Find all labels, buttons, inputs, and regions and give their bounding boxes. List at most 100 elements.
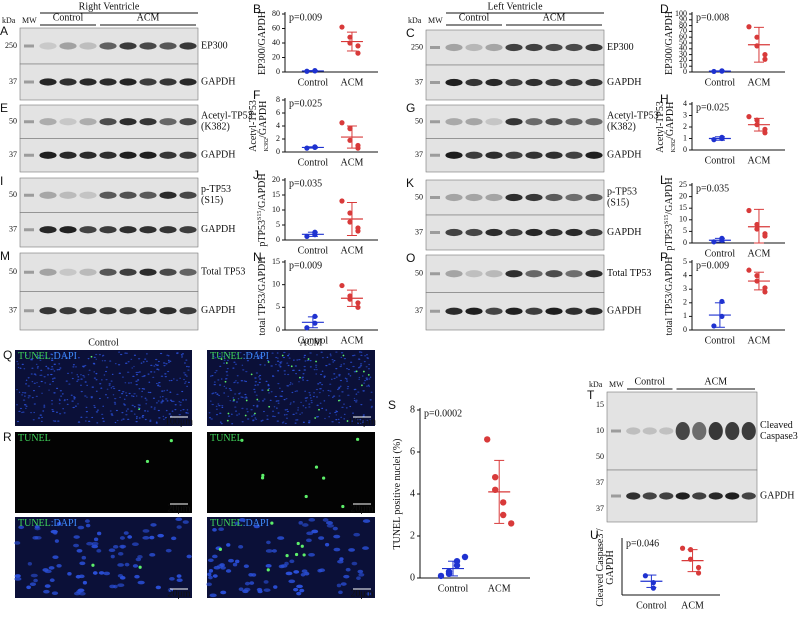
- nucleus: [98, 571, 105, 575]
- kda-label: kDa: [589, 380, 603, 389]
- nucleus: [141, 416, 144, 418]
- nucleus: [58, 369, 61, 371]
- y-tick-label: 10: [679, 61, 687, 70]
- blot-band: [119, 42, 137, 50]
- nucleus: [283, 373, 287, 375]
- nucleus: [280, 564, 288, 568]
- nucleus: [158, 417, 161, 419]
- nucleus: [210, 418, 213, 420]
- tunel-spot: [367, 373, 370, 376]
- nucleus: [66, 357, 69, 359]
- tunel-spot: [224, 380, 227, 383]
- nucleus: [274, 395, 278, 398]
- nucleus: [34, 353, 37, 356]
- blot-band: [159, 118, 177, 126]
- nucleus: [80, 378, 83, 380]
- blot-band: [139, 307, 157, 315]
- nucleus: [93, 537, 99, 542]
- nucleus: [349, 375, 352, 377]
- group-label: Control: [634, 376, 665, 387]
- nucleus: [123, 403, 125, 405]
- nucleus: [323, 376, 326, 378]
- nucleus: [51, 403, 53, 405]
- nucleus: [245, 396, 248, 398]
- nucleus: [353, 532, 361, 537]
- category-label: ACM: [748, 77, 771, 88]
- blot-band: [159, 226, 177, 234]
- nucleus: [240, 396, 243, 398]
- nucleus: [16, 420, 20, 423]
- tunel-spot: [314, 465, 319, 469]
- blot-band: [725, 492, 740, 500]
- nucleus: [246, 360, 250, 362]
- nucleus: [346, 388, 349, 390]
- nucleus: [80, 384, 82, 386]
- tunel-spot: [225, 362, 228, 364]
- nucleus: [338, 375, 341, 377]
- nucleus: [52, 555, 59, 559]
- band-label: EP300: [201, 40, 228, 51]
- nucleus: [235, 414, 239, 416]
- nucleus: [153, 365, 156, 367]
- nucleus: [358, 378, 360, 381]
- nucleus: [267, 392, 271, 394]
- nucleus: [84, 519, 90, 523]
- nucleus: [169, 577, 175, 581]
- data-point: [500, 511, 507, 519]
- blot-band: [525, 228, 543, 237]
- data-point: [642, 573, 649, 579]
- nucleus: [298, 359, 301, 361]
- nucleus: [47, 368, 50, 370]
- nucleus: [93, 406, 97, 409]
- nucleus: [21, 392, 24, 394]
- nucleus: [316, 369, 318, 371]
- blot-band: [525, 78, 543, 87]
- nucleus: [357, 569, 364, 574]
- y-tick-label: 15: [272, 190, 280, 199]
- nucleus: [212, 528, 217, 532]
- nucleus: [121, 411, 124, 414]
- nucleus: [133, 393, 136, 395]
- nucleus: [315, 373, 318, 375]
- tunel-spot: [342, 354, 345, 357]
- nucleus: [355, 393, 358, 395]
- tunel-spot: [267, 389, 270, 392]
- mw-band: [24, 120, 34, 124]
- blot-band: [465, 151, 483, 159]
- y-axis-title: total TP53/GAPDH: [664, 257, 675, 336]
- nucleus: [326, 523, 334, 528]
- nucleus: [287, 354, 289, 357]
- data-point: [355, 145, 361, 151]
- data-point: [746, 24, 752, 30]
- nucleus: [337, 387, 341, 390]
- nucleus: [345, 407, 348, 409]
- nucleus: [146, 360, 148, 362]
- nucleus: [155, 363, 157, 365]
- nucleus: [309, 352, 312, 354]
- tunel-spot: [322, 476, 326, 480]
- nucleus: [295, 373, 297, 375]
- tunel-spot: [304, 494, 308, 499]
- nucleus: [149, 420, 152, 422]
- y-axis-title-line: Acetyl-TP53: [655, 101, 666, 153]
- data-point: [445, 568, 453, 575]
- nucleus: [283, 398, 286, 401]
- nucleus: [16, 360, 19, 363]
- mw-band: [24, 80, 34, 84]
- tunel-spot: [250, 373, 253, 376]
- blot-band: [79, 191, 97, 199]
- blot-band: [741, 422, 756, 440]
- nucleus: [322, 518, 329, 522]
- nucleus: [160, 401, 163, 403]
- nucleus: [276, 407, 278, 409]
- nucleus: [124, 352, 127, 354]
- nucleus: [369, 376, 372, 378]
- nucleus: [127, 418, 130, 421]
- nucleus: [125, 392, 127, 394]
- blot-band: [465, 43, 483, 52]
- nucleus: [144, 358, 147, 360]
- nucleus: [187, 369, 190, 371]
- nucleus: [58, 363, 61, 365]
- stain-label: TUNEL: [18, 433, 51, 444]
- data-point: [347, 219, 353, 225]
